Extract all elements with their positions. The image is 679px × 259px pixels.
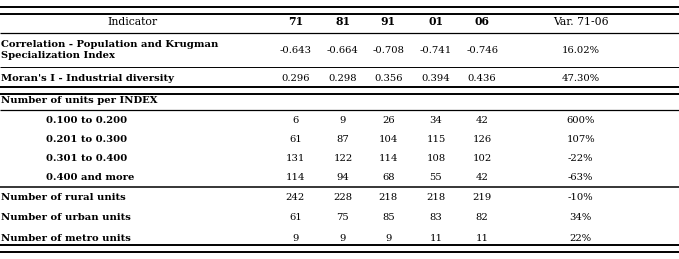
Text: 42: 42: [476, 116, 488, 125]
Text: 06: 06: [475, 16, 490, 27]
Text: Var. 71-06: Var. 71-06: [553, 17, 608, 27]
Text: 9: 9: [340, 116, 346, 125]
Text: 114: 114: [286, 173, 305, 182]
Text: 01: 01: [428, 16, 443, 27]
Text: 16.02%: 16.02%: [562, 46, 600, 55]
Text: 9: 9: [340, 234, 346, 243]
Text: 126: 126: [473, 135, 492, 144]
Text: -22%: -22%: [568, 154, 593, 163]
Text: -0.664: -0.664: [327, 46, 359, 55]
Text: 0.301 to 0.400: 0.301 to 0.400: [46, 154, 128, 163]
Text: 108: 108: [426, 154, 445, 163]
Text: 55: 55: [430, 173, 442, 182]
Text: 47.30%: 47.30%: [562, 74, 600, 83]
Text: 87: 87: [337, 135, 349, 144]
Text: 83: 83: [430, 213, 442, 222]
Text: 71: 71: [288, 16, 303, 27]
Text: 11: 11: [429, 234, 443, 243]
Text: 9: 9: [292, 234, 299, 243]
Text: 61: 61: [289, 213, 301, 222]
Text: Number of units per INDEX: Number of units per INDEX: [1, 96, 158, 105]
Text: -10%: -10%: [568, 193, 593, 202]
Text: 75: 75: [337, 213, 349, 222]
Text: 0.394: 0.394: [422, 74, 450, 83]
Text: 114: 114: [379, 154, 398, 163]
Text: 219: 219: [473, 193, 492, 202]
Text: Number of rural units: Number of rural units: [1, 193, 126, 202]
Text: Moran's I - Industrial diversity: Moran's I - Industrial diversity: [1, 74, 175, 83]
Text: 122: 122: [333, 154, 352, 163]
Text: 34%: 34%: [570, 213, 591, 222]
Text: 61: 61: [289, 135, 301, 144]
Text: 107%: 107%: [566, 135, 595, 144]
Text: 82: 82: [476, 213, 488, 222]
Text: -63%: -63%: [568, 173, 593, 182]
Text: 68: 68: [382, 173, 394, 182]
Text: -0.741: -0.741: [420, 46, 452, 55]
Text: 22%: 22%: [570, 234, 591, 243]
Text: 34: 34: [430, 116, 442, 125]
Text: 26: 26: [382, 116, 394, 125]
Text: 81: 81: [335, 16, 350, 27]
Text: Indicator: Indicator: [107, 17, 158, 27]
Text: -0.746: -0.746: [466, 46, 498, 55]
Text: 104: 104: [379, 135, 398, 144]
Text: -0.643: -0.643: [279, 46, 312, 55]
Text: 91: 91: [381, 16, 396, 27]
Text: 228: 228: [333, 193, 352, 202]
Text: 0.356: 0.356: [374, 74, 403, 83]
Text: 11: 11: [475, 234, 489, 243]
Text: 0.296: 0.296: [281, 74, 310, 83]
Text: 102: 102: [473, 154, 492, 163]
Text: 9: 9: [385, 234, 392, 243]
Text: 94: 94: [337, 173, 349, 182]
Text: 600%: 600%: [566, 116, 595, 125]
Text: 131: 131: [286, 154, 305, 163]
Text: 0.100 to 0.200: 0.100 to 0.200: [46, 116, 127, 125]
Text: 6: 6: [292, 116, 299, 125]
Text: 218: 218: [426, 193, 445, 202]
Text: Correlation - Population and Krugman
Specialization Index: Correlation - Population and Krugman Spe…: [1, 40, 219, 60]
Text: Number of urban units: Number of urban units: [1, 213, 131, 222]
Text: -0.708: -0.708: [372, 46, 405, 55]
Text: 42: 42: [476, 173, 488, 182]
Text: 0.436: 0.436: [468, 74, 496, 83]
Text: 85: 85: [382, 213, 394, 222]
Text: 0.201 to 0.300: 0.201 to 0.300: [46, 135, 127, 144]
Text: 0.298: 0.298: [329, 74, 357, 83]
Text: 115: 115: [426, 135, 445, 144]
Text: 242: 242: [286, 193, 305, 202]
Text: 218: 218: [379, 193, 398, 202]
Text: 0.400 and more: 0.400 and more: [46, 173, 134, 182]
Text: Number of metro units: Number of metro units: [1, 234, 131, 243]
